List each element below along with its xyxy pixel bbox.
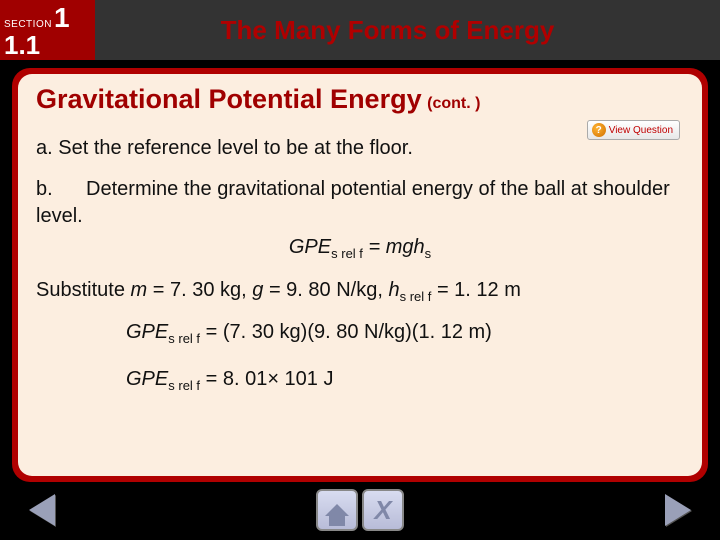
question-icon: ? (592, 123, 606, 137)
formula-gpe: GPEs rel f = mghs (36, 234, 684, 263)
item-b: b. Determine the gravitational potential… (36, 176, 684, 263)
body-text: a. Set the reference level to be at the … (36, 135, 684, 394)
nav-bar: X (0, 486, 720, 534)
view-question-label: View Question (609, 125, 673, 136)
content-panel: Gravitational Potential Energy (cont. ) … (18, 74, 702, 476)
substitute-line: Substitute m = 7. 30 kg, g = 9. 80 N/kg,… (36, 277, 684, 306)
home-button[interactable] (316, 489, 358, 531)
section-number: 1 (54, 2, 70, 34)
calc-line-2: GPEs rel f = 8. 01× 101 J (36, 366, 684, 395)
home-icon (325, 504, 349, 516)
prev-button[interactable] (18, 490, 66, 530)
page-title: The Many Forms of Energy (95, 0, 720, 60)
calc-line-1: GPEs rel f = (7. 30 kg)(9. 80 N/kg)(1. 1… (36, 319, 684, 348)
section-box: SECTION 1 1.1 (0, 0, 95, 60)
nav-center: X (316, 489, 404, 531)
section-subnumber: 1.1 (4, 34, 95, 57)
arrow-left-icon (29, 494, 55, 526)
header: SECTION 1 1.1 The Many Forms of Energy (0, 0, 720, 60)
section-label: SECTION (4, 19, 52, 30)
subtitle: Gravitational Potential Energy (36, 84, 422, 114)
item-b-text: Determine the gravitational potential en… (36, 178, 670, 227)
next-button[interactable] (654, 490, 702, 530)
subtitle-cont: (cont. ) (427, 95, 480, 112)
item-a: a. Set the reference level to be at the … (36, 135, 684, 162)
close-icon: X (374, 495, 391, 526)
close-button[interactable]: X (362, 489, 404, 531)
item-a-text: Set the reference level to be at the flo… (58, 137, 413, 159)
arrow-right-icon (665, 494, 691, 526)
item-a-prefix: a. (36, 137, 53, 159)
view-question-button[interactable]: ? View Question (587, 120, 680, 140)
content-frame: Gravitational Potential Energy (cont. ) … (12, 68, 708, 482)
item-b-prefix: b. (36, 178, 53, 200)
